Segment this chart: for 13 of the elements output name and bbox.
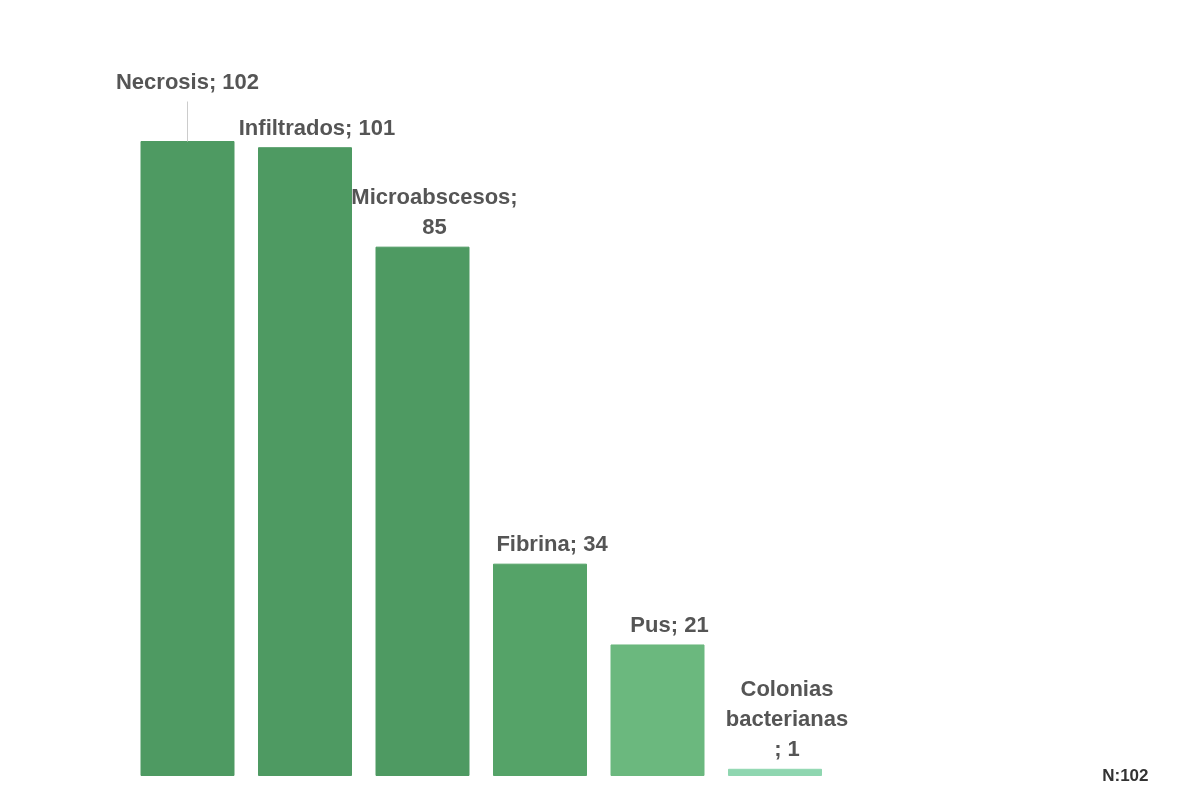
bar bbox=[728, 768, 822, 776]
bar bbox=[493, 563, 587, 776]
data-label: Infiltrados; 101 bbox=[238, 114, 396, 140]
data-label: Fibrina; 34 bbox=[496, 531, 609, 557]
text: N:102 bbox=[1102, 766, 1149, 785]
bar bbox=[140, 141, 235, 776]
data-label: Pus; 21 bbox=[630, 611, 709, 637]
bar bbox=[258, 147, 352, 776]
bar bbox=[610, 644, 705, 776]
data-label: Colonias bacterianas ; 1 bbox=[725, 676, 849, 762]
bar bbox=[375, 246, 470, 776]
data-label: Necrosis; 102 bbox=[115, 68, 260, 94]
data-label: Microabscesos; 85 bbox=[351, 184, 518, 240]
